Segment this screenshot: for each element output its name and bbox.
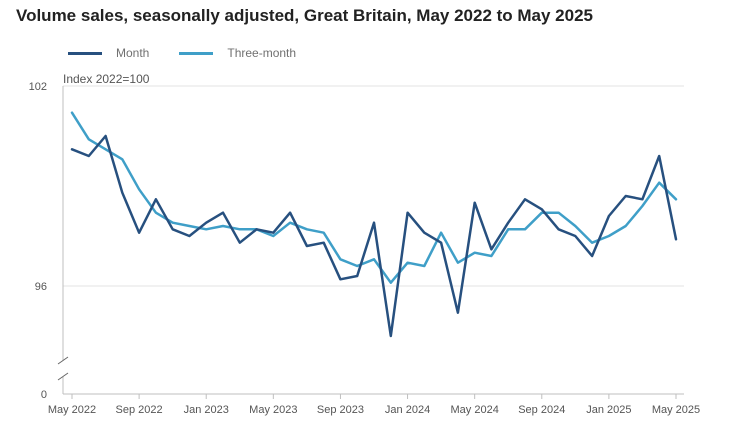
x-tick-label-8: Jan 2025 <box>586 404 631 416</box>
x-tick-label-9: May 2025 <box>652 404 700 416</box>
legend-swatch-month <box>68 51 102 55</box>
axis-break-mark-upper <box>57 356 69 365</box>
legend-label-month: Month <box>116 46 150 60</box>
y-tick-label-96: 96 <box>35 281 47 293</box>
legend-label-three-month: Three-month <box>227 46 297 60</box>
legend-swatch-three-month <box>179 51 214 55</box>
legend-item-month: Month <box>68 46 149 60</box>
chart-title: Volume sales, seasonally adjusted, Great… <box>16 6 593 25</box>
series-line-month <box>70 134 678 338</box>
legend-item-three-month: Three-month <box>179 46 296 60</box>
y-axis-label: Index 2022=100 <box>63 72 150 86</box>
x-tick-label-4: Sep 2023 <box>317 404 364 416</box>
axis-break-mark-lower <box>57 372 69 381</box>
x-tick-label-6: May 2024 <box>451 404 499 416</box>
x-tick-label-7: Sep 2024 <box>518 404 565 416</box>
y-tick-label-102: 102 <box>29 81 47 93</box>
x-tick-label-2: Jan 2023 <box>184 404 229 416</box>
x-tick-label-0: May 2022 <box>48 404 96 416</box>
y-tick-label-0: 0 <box>41 389 47 401</box>
chart-legend: Month Three-month <box>68 45 326 61</box>
x-tick-label-5: Jan 2024 <box>385 404 430 416</box>
series-line-three-month <box>70 111 678 284</box>
x-tick-label-1: Sep 2022 <box>116 404 163 416</box>
x-tick-label-3: May 2023 <box>249 404 297 416</box>
